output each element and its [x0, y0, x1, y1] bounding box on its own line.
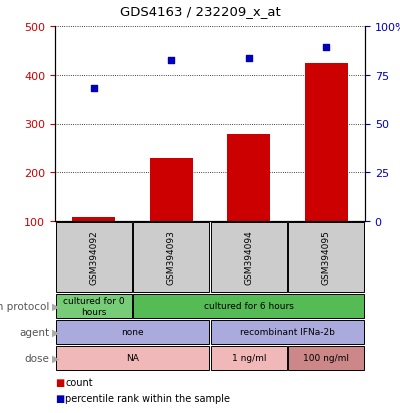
Bar — [211, 320, 364, 344]
Text: cultured for 0
hours: cultured for 0 hours — [63, 297, 124, 316]
Text: percentile rank within the sample: percentile rank within the sample — [65, 394, 230, 404]
Bar — [56, 222, 132, 292]
Point — [168, 58, 174, 64]
Text: growth protocol: growth protocol — [0, 301, 49, 311]
Point — [90, 85, 97, 92]
Bar — [133, 294, 364, 319]
Text: none: none — [121, 328, 144, 337]
Text: 100 ng/ml: 100 ng/ml — [303, 354, 349, 363]
Bar — [305, 64, 348, 221]
Text: ■: ■ — [55, 377, 64, 387]
Bar — [211, 222, 287, 292]
Bar — [150, 158, 192, 221]
Bar — [56, 294, 132, 319]
Bar — [56, 320, 209, 344]
Text: count: count — [65, 377, 93, 387]
Text: GSM394094: GSM394094 — [244, 230, 253, 285]
Text: ■: ■ — [55, 394, 64, 404]
Text: ▶: ▶ — [52, 327, 60, 337]
Text: dose: dose — [24, 353, 49, 363]
Bar — [72, 218, 115, 221]
Text: cultured for 6 hours: cultured for 6 hours — [204, 302, 294, 311]
Bar — [211, 346, 287, 370]
Text: recombinant IFNa-2b: recombinant IFNa-2b — [240, 328, 335, 337]
Text: NA: NA — [126, 354, 139, 363]
Point — [323, 45, 330, 51]
Text: ▶: ▶ — [52, 353, 60, 363]
Text: 1 ng/ml: 1 ng/ml — [232, 354, 266, 363]
Point — [246, 55, 252, 62]
Bar — [288, 346, 364, 370]
Bar — [56, 346, 209, 370]
Text: ▶: ▶ — [52, 301, 60, 311]
Bar — [288, 222, 364, 292]
Text: GSM394093: GSM394093 — [167, 230, 176, 285]
Bar — [228, 135, 270, 221]
Text: GDS4163 / 232209_x_at: GDS4163 / 232209_x_at — [120, 5, 280, 18]
Bar — [133, 222, 209, 292]
Text: agent: agent — [19, 327, 49, 337]
Text: GSM394092: GSM394092 — [89, 230, 98, 285]
Text: GSM394095: GSM394095 — [322, 230, 331, 285]
